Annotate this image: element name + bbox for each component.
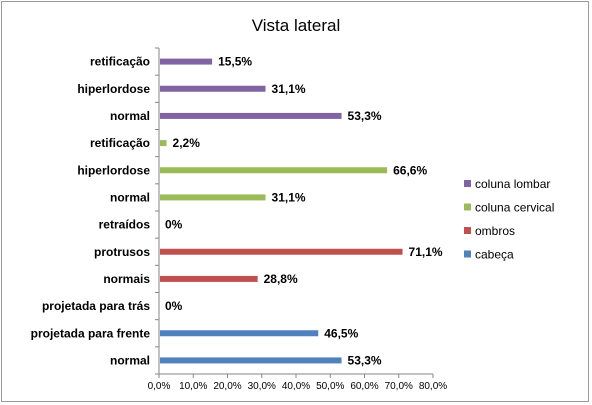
category-label: projetada para trás: [42, 299, 150, 313]
data-label: 53,3%: [348, 109, 382, 123]
x-tick-label: 80,0%: [419, 381, 447, 392]
x-tick-label: 20,0%: [213, 381, 241, 392]
category-label: retificação: [90, 55, 150, 69]
data-label: 0%: [165, 218, 183, 232]
data-label: 15,5%: [218, 55, 252, 69]
legend-swatch: [464, 203, 471, 211]
bar: [160, 248, 403, 255]
bar: [160, 85, 266, 92]
legend-item-label: ombros: [475, 224, 515, 238]
legend-item-label: coluna cervical: [475, 201, 554, 215]
chart-legend: coluna lombar coluna cervical ombros cabeça: [464, 177, 554, 262]
plot-area: 0,0% 10,0% 20,0% 30,0% 40,0% 50,0% 60,0% 70,0% 8…: [31, 47, 447, 392]
bar: [160, 140, 167, 147]
category-label: normais: [103, 272, 150, 286]
data-label: 46,5%: [324, 326, 358, 340]
bar: [160, 330, 319, 337]
legend-swatch: [464, 180, 471, 187]
data-label: 31,1%: [272, 82, 306, 96]
x-tick-label: 40,0%: [282, 381, 310, 392]
x-tick-label: 60,0%: [350, 381, 378, 392]
category-label: retraídos: [99, 218, 151, 232]
category-label: projetada para frente: [31, 326, 151, 340]
chart-title: Vista lateral: [252, 16, 341, 35]
data-label: 31,1%: [272, 190, 306, 204]
bar: [160, 58, 213, 65]
data-label: 0%: [165, 299, 183, 313]
category-label: protrusos: [94, 245, 150, 259]
category-label: hiperlordose: [77, 82, 150, 96]
bar: [160, 167, 388, 174]
category-label: retificação: [90, 136, 150, 150]
legend-swatch: [464, 250, 471, 258]
legend-item-label: coluna lombar: [475, 177, 550, 191]
data-label: 66,6%: [393, 163, 427, 177]
bar: [160, 357, 342, 364]
data-label: 2,2%: [173, 136, 201, 150]
category-label: normal: [110, 353, 150, 367]
bar: [160, 112, 342, 119]
data-label: 28,8%: [264, 272, 298, 286]
x-tick-label: 70,0%: [385, 381, 413, 392]
legend-swatch: [464, 227, 471, 234]
x-tick-label: 10,0%: [179, 381, 207, 392]
bar: [160, 275, 258, 282]
category-label: hiperlordose: [77, 163, 150, 177]
category-label: normal: [110, 109, 150, 123]
data-label: 71,1%: [409, 245, 443, 259]
category-label: normal: [110, 190, 150, 204]
legend-item-label: cabeça: [475, 248, 514, 262]
data-label: 53,3%: [348, 353, 382, 367]
x-tick-label: 50,0%: [316, 381, 344, 392]
x-tick-label: 30,0%: [248, 381, 276, 392]
x-tick-label: 0,0%: [148, 381, 171, 392]
bar: [160, 194, 266, 201]
